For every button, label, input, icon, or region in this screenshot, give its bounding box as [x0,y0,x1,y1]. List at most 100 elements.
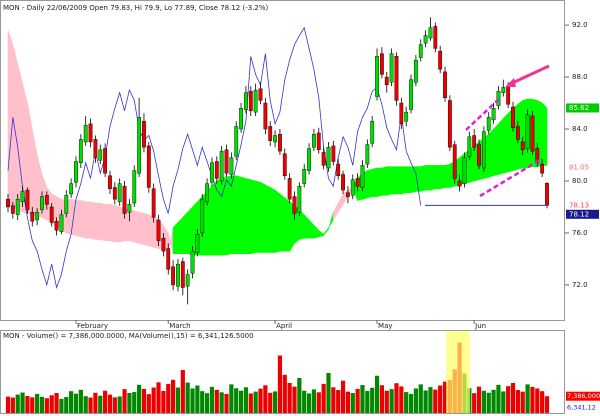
volume-bar [530,386,535,413]
candle-body [200,198,205,234]
candle-body [253,89,258,113]
candle-body [20,191,25,202]
cloud-segment [279,193,286,252]
chart-title: MON - Daily 22/06/2009 Open 79.83, Hi 79… [3,4,269,12]
cloud-segment [80,200,86,239]
cloud-segment [435,165,441,190]
candle-body [467,136,472,157]
volume-bar [486,392,491,413]
volume-bar [408,393,414,413]
volume-bar [297,378,302,413]
candle-body [321,152,326,166]
cloud-segment [396,166,402,195]
cloud-segment [391,166,397,195]
candle-body [108,175,112,189]
candle-body [127,204,132,213]
cloud-segment [133,210,140,244]
volume-bar [5,396,11,413]
volume-bar [35,393,40,413]
cloud-segment [265,184,271,253]
candle-body [74,161,78,183]
volume-bar [316,392,321,413]
candle-body [44,195,49,205]
volume-bar [433,389,438,413]
cloud-segment [381,166,388,196]
volume-bar [365,390,370,413]
volume-bar [98,395,103,413]
candle-body [341,174,345,191]
candle-body [409,79,413,110]
volume-bar [253,391,258,413]
volume-bar [15,394,20,413]
volume-title: MON - Volume() = 7,386,000.0000, MA(Volu… [3,332,254,340]
cloud-segment [498,117,504,175]
candle-body [263,102,268,130]
cloud-segment [182,211,188,255]
candle-body [30,211,35,222]
candle-body [146,145,151,188]
candle-body [370,121,375,144]
candle-body [457,180,462,187]
cloud-segment [405,166,412,193]
candle-body [404,111,409,122]
volume-label: 7,386,000 [567,392,600,400]
x-tick-label: March [169,322,190,330]
cloud-segment [371,167,378,197]
trend-line [479,158,541,198]
candle-body [88,123,93,143]
x-tick-label: May [378,322,392,330]
line-layer [7,26,422,289]
candle-body [486,117,491,131]
cloud-segment [17,63,23,213]
volume-bar [234,388,239,413]
volume-bar [438,385,443,413]
candle-body [481,131,486,169]
volume-bar [535,388,540,413]
cloud-segment [85,201,91,239]
cloud-segment [187,206,193,256]
cloud-segment [12,44,19,211]
volume-bar [180,370,185,413]
cloud-segment [114,205,120,243]
cloud-segment [260,181,266,253]
volume-bar [219,392,224,413]
candle-body [525,114,530,149]
volume-bar [370,387,375,413]
volume-bar [112,397,117,413]
volume-bar [268,392,273,413]
volume-bar [30,397,35,413]
volume-bar [39,396,45,413]
y-tick-label: 92.0 [572,21,588,29]
candle-body [389,53,394,83]
y-tick-label: 84.0 [572,125,588,133]
candle-body [103,148,108,174]
candle-body [462,157,467,184]
y-tick-label: 88.0 [572,73,588,81]
lagging-span [7,26,422,289]
candle-body [40,196,44,210]
cloud-segment [299,208,305,240]
cloud-segment [177,216,184,255]
candle-body [413,59,418,83]
candle-body [161,237,166,252]
cloud-segment [430,165,436,191]
candle-body [365,144,370,165]
volume-bar [141,388,147,413]
volume-bar [185,382,190,413]
candle-body [331,145,336,162]
cloud-segment [138,211,145,246]
candle-body [98,149,103,161]
volume-bar [214,389,219,413]
volume-bar [340,380,346,413]
candle-body [210,162,214,183]
cloud-segment [425,165,431,191]
candle-body [278,134,282,152]
cloud-segment [444,163,451,188]
volume-bar [238,390,244,413]
candle-body [176,263,180,287]
volume-bar [73,393,79,413]
cloud-segment [240,176,247,255]
candle-body [195,234,200,253]
candle-body [229,157,234,175]
